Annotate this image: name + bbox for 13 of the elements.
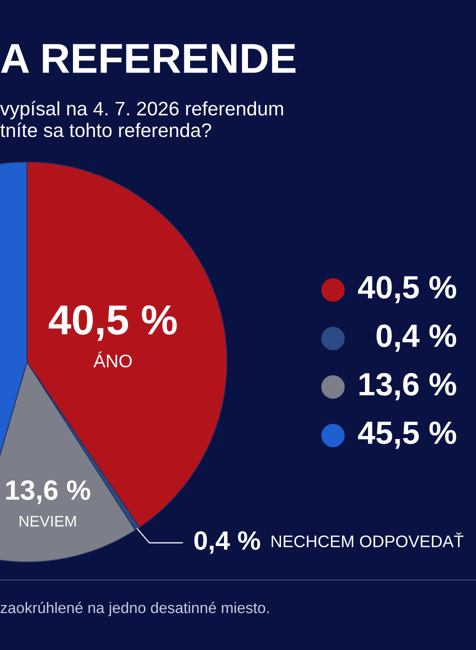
chart-title: A REFERENDE bbox=[1, 44, 296, 73]
slice-label: ÁNO bbox=[93, 352, 132, 368]
slice-label: NECHCEM ODPOVEDAŤ bbox=[272, 532, 464, 548]
data-label: 0,4 % bbox=[194, 531, 260, 554]
text: 45,5 % bbox=[358, 422, 456, 449]
data-label: 40,5 % bbox=[48, 305, 177, 341]
text: zaokrúhlené na jedno desatinné miesto. bbox=[0, 602, 269, 616]
chart-subtitle: vypísal na 4. 7. 2026 referendum tníte sa tohto referenda? bbox=[0, 101, 283, 138]
text: 0,4 % bbox=[376, 324, 456, 352]
slice-label: NEVIEM bbox=[20, 516, 76, 526]
data-label: 13,6 % bbox=[6, 480, 90, 504]
text: 13,6 % bbox=[360, 372, 456, 400]
text: 40,5 % bbox=[358, 276, 456, 304]
